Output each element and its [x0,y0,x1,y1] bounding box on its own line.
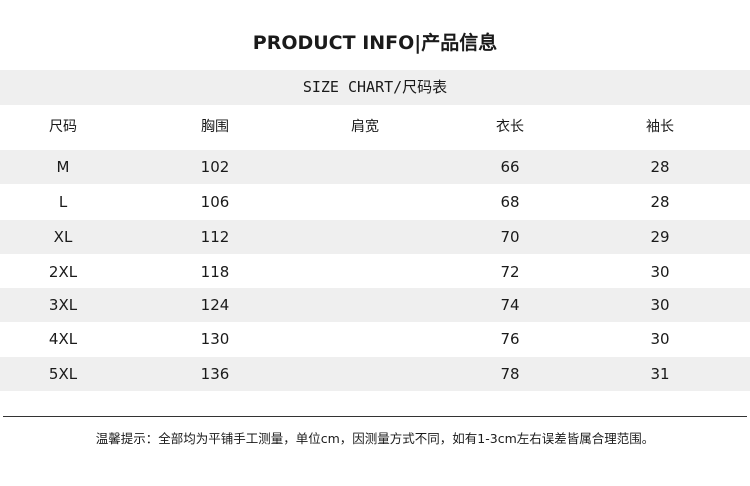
cell-size: 5XL [48,365,78,383]
table-header: 尺码 胸围 肩宽 衣长 袖长 [0,110,750,144]
cell-size: XL [53,228,73,246]
table-row: 2XL 118 72 30 [0,255,750,289]
table-row: M 102 66 28 [0,150,750,184]
cell-length: 68 [500,193,520,211]
header-sleeve: 袖长 [646,119,674,135]
cell-length: 66 [500,158,520,176]
cell-size: 4XL [48,330,78,348]
cell-sleeve: 31 [650,365,670,383]
cell-sleeve: 29 [650,228,670,246]
size-chart-title: SIZE CHART/尺码表 [0,70,750,105]
cell-chest: 124 [200,296,230,314]
cell-chest: 136 [200,365,230,383]
cell-chest: 112 [200,228,230,246]
cell-length: 78 [500,365,520,383]
cell-chest: 130 [200,330,230,348]
cell-chest: 106 [200,193,230,211]
cell-length: 70 [500,228,520,246]
cell-chest: 102 [200,158,230,176]
cell-size: 3XL [48,296,78,314]
header-chest: 胸围 [201,119,229,135]
divider [3,416,747,417]
header-size: 尺码 [49,119,77,135]
cell-size: M [56,158,70,176]
cell-length: 74 [500,296,520,314]
cell-length: 76 [500,330,520,348]
table-row: 4XL 130 76 30 [0,322,750,356]
header-shoulder: 肩宽 [351,119,379,135]
cell-size: L [58,193,68,211]
cell-size: 2XL [48,263,78,281]
cell-sleeve: 30 [650,296,670,314]
cell-chest: 118 [200,263,230,281]
cell-sleeve: 30 [650,263,670,281]
cell-sleeve: 28 [650,193,670,211]
table-row: 5XL 136 78 31 [0,357,750,391]
cell-sleeve: 30 [650,330,670,348]
cell-sleeve: 28 [650,158,670,176]
cell-length: 72 [500,263,520,281]
table-row: XL 112 70 29 [0,220,750,254]
header-length: 衣长 [496,119,524,135]
page-title: PRODUCT INFO|产品信息 [252,32,498,54]
measurement-note: 温馨提示：全部均为平铺手工测量，单位cm，因测量方式不同，如有1-3cm左右误差… [95,431,655,446]
table-row: 3XL 124 74 30 [0,288,750,322]
table-row: L 106 68 28 [0,185,750,219]
